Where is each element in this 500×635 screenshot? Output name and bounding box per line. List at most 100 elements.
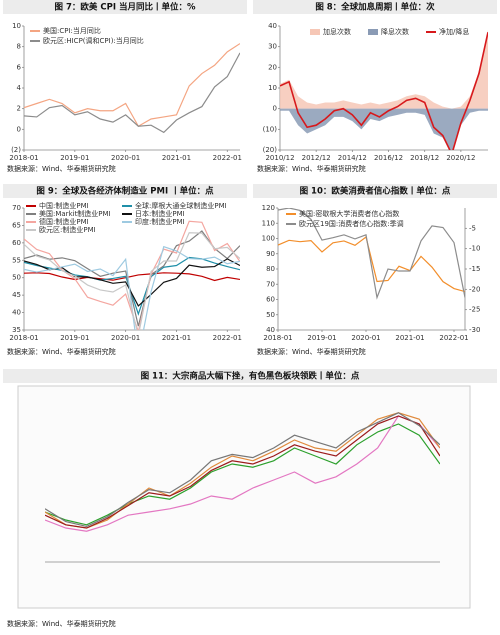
line bbox=[45, 412, 440, 528]
legend-label: 美国:密歇根大学消费者信心指数 bbox=[299, 209, 399, 218]
x-tick-label: 2020-01 bbox=[111, 154, 140, 162]
title-bar bbox=[253, 184, 497, 198]
y-tick-label: 35 bbox=[12, 326, 21, 334]
x-tick-label: 2019-01 bbox=[60, 154, 89, 162]
source: 数据来源：Wind、华泰期货研究院 bbox=[257, 347, 366, 356]
x-tick-label: 2020/12 bbox=[446, 154, 475, 162]
y-tick-label: 70 bbox=[266, 280, 275, 288]
y-tick-label: 55 bbox=[12, 256, 21, 264]
legend-label: 德国:制造业PMI bbox=[39, 217, 89, 226]
y-tick-label: (10) bbox=[263, 125, 278, 133]
y-tick-label: 10 bbox=[12, 22, 21, 30]
y-tick-label: 65 bbox=[12, 221, 21, 229]
x-tick-label: 2018-01 bbox=[9, 334, 38, 342]
y-tick-label: (2) bbox=[11, 146, 21, 154]
plot bbox=[24, 43, 240, 134]
y-tick-label: 60 bbox=[12, 239, 21, 247]
x-tick-label: 2019-01 bbox=[60, 334, 89, 342]
line bbox=[278, 208, 465, 300]
chart-title: 图 8：全球加息周期丨单位：次 bbox=[315, 2, 435, 13]
x-tick-label: 2021-01 bbox=[395, 334, 424, 342]
chart-title: 图 7：欧美 CPI 当月同比丨单位：% bbox=[55, 2, 196, 13]
y-tick-label: 120 bbox=[262, 204, 275, 212]
y-tick-label: 40 bbox=[266, 326, 275, 334]
x-tick-label: 2010/12 bbox=[265, 154, 294, 162]
line bbox=[24, 230, 240, 327]
y-tick-label: 10 bbox=[268, 84, 277, 92]
legend-label: 欧元区:制造业PMI bbox=[39, 225, 96, 234]
legend-label: 欧元区19国:消费者信心指数:季调 bbox=[299, 219, 404, 228]
y-tick-label: 50 bbox=[12, 274, 21, 282]
legend-label: 净加/降息 bbox=[439, 27, 469, 36]
y-tick-label: 2 bbox=[17, 105, 21, 113]
chart-title: 图 9：全球及各经济体制造业 PMI 丨单位：点 bbox=[36, 186, 214, 197]
x-tick-label: 2018-01 bbox=[9, 154, 38, 162]
line bbox=[45, 423, 440, 526]
legend-label: 日本:制造业PMI bbox=[135, 209, 185, 218]
x-tick-label: 2020-01 bbox=[111, 334, 140, 342]
plot bbox=[278, 208, 465, 300]
legend-label: 美国:CPI:当月同比 bbox=[43, 26, 101, 35]
y-tick-label: 60 bbox=[266, 296, 275, 304]
area bbox=[280, 30, 488, 109]
legend-label: 中国:制造业PMI bbox=[39, 201, 89, 210]
y-tick-label: 90 bbox=[266, 250, 275, 258]
line bbox=[45, 415, 440, 532]
title-bar bbox=[3, 184, 247, 198]
x-tick-label: 2018-01 bbox=[263, 334, 292, 342]
x-tick-label: 2018/12 bbox=[410, 154, 439, 162]
source: 数据来源：Wind、华泰期货研究院 bbox=[7, 164, 116, 173]
y-tick-label: 110 bbox=[262, 219, 275, 227]
chart-frame bbox=[17, 385, 471, 609]
legend-label: 欧元区:HICP(调和CPI):当月同比 bbox=[43, 36, 144, 45]
line bbox=[24, 272, 240, 282]
title-bar bbox=[3, 369, 497, 383]
plot bbox=[280, 30, 488, 150]
line bbox=[45, 415, 440, 529]
y2-tick-label: -30 bbox=[469, 326, 480, 334]
y-tick-label: 6 bbox=[17, 63, 22, 71]
y-tick-label: 8 bbox=[17, 43, 21, 51]
y2-tick-label: -10 bbox=[469, 245, 480, 253]
y-tick-label: 40 bbox=[12, 309, 21, 317]
x-tick-label: 2021-01 bbox=[162, 154, 191, 162]
line bbox=[24, 232, 240, 330]
plot bbox=[24, 220, 240, 330]
title-bar bbox=[3, 0, 247, 14]
y-tick-label: 45 bbox=[12, 291, 21, 299]
y-tick-label: 0 bbox=[17, 125, 21, 133]
legend-swatch bbox=[368, 29, 378, 35]
legend-label: 降息次数 bbox=[381, 27, 409, 36]
x-tick-label: 2019-01 bbox=[307, 334, 336, 342]
x-tick-label: 2020-01 bbox=[351, 334, 380, 342]
title-bar bbox=[253, 0, 497, 14]
x-tick-label: 2012/12 bbox=[302, 154, 331, 162]
y-tick-label: 40 bbox=[268, 22, 277, 30]
x-tick-label: 2022-01 bbox=[213, 154, 242, 162]
y-tick-label: 20 bbox=[268, 63, 277, 71]
x-tick-label: 2014/12 bbox=[338, 154, 367, 162]
line bbox=[24, 43, 240, 128]
legend-label: 印度:制造业PMI bbox=[135, 217, 185, 226]
source: 数据来源：Wind、华泰期货研究院 bbox=[257, 164, 366, 173]
y2-tick-label: -15 bbox=[469, 265, 480, 273]
plot bbox=[45, 412, 440, 532]
chart-title: 图 11：大宗商品大幅下挫，有色黑色板块领跌丨单位：点 bbox=[141, 371, 360, 382]
y-tick-label: 100 bbox=[262, 235, 275, 243]
legend-swatch bbox=[310, 29, 320, 35]
y2-tick-label: -5 bbox=[469, 224, 476, 232]
x-tick-label: 2021-01 bbox=[162, 334, 191, 342]
line bbox=[278, 235, 465, 293]
x-tick-label: 2016/12 bbox=[374, 154, 403, 162]
y2-tick-label: -20 bbox=[469, 285, 480, 293]
x-tick-label: 2022-01 bbox=[213, 334, 242, 342]
line bbox=[45, 412, 440, 529]
y-tick-label: 80 bbox=[266, 265, 275, 273]
x-tick-label: 2022-01 bbox=[439, 334, 468, 342]
y-tick-label: 50 bbox=[266, 311, 275, 319]
legend-label: 美国:Markit制造业PMI bbox=[39, 209, 111, 218]
legend-label: 加息次数 bbox=[323, 27, 351, 36]
source: 数据来源：Wind、华泰期货研究院 bbox=[7, 619, 116, 628]
line bbox=[280, 32, 488, 150]
